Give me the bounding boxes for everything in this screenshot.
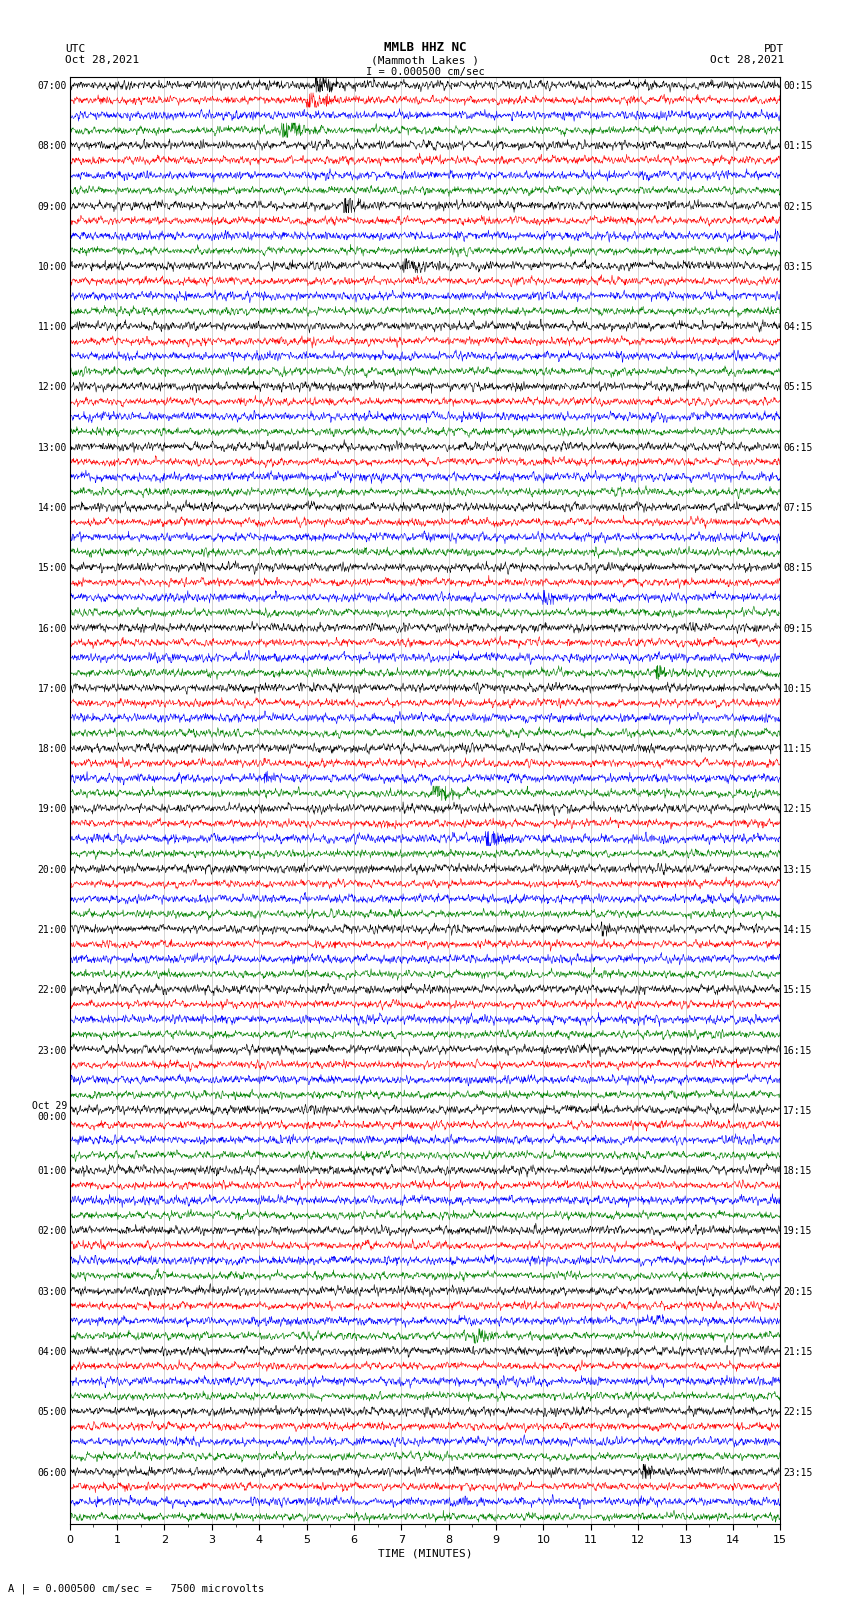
Text: UTC: UTC	[65, 44, 86, 53]
Text: (Mammoth Lakes ): (Mammoth Lakes )	[371, 55, 479, 65]
Text: I = 0.000500 cm/sec: I = 0.000500 cm/sec	[366, 66, 484, 77]
Text: A | = 0.000500 cm/sec =   7500 microvolts: A | = 0.000500 cm/sec = 7500 microvolts	[8, 1582, 264, 1594]
X-axis label: TIME (MINUTES): TIME (MINUTES)	[377, 1548, 473, 1558]
Text: MMLB HHZ NC: MMLB HHZ NC	[383, 40, 467, 53]
Text: Oct 28,2021: Oct 28,2021	[711, 55, 785, 65]
Text: Oct 28,2021: Oct 28,2021	[65, 55, 139, 65]
Text: PDT: PDT	[764, 44, 785, 53]
